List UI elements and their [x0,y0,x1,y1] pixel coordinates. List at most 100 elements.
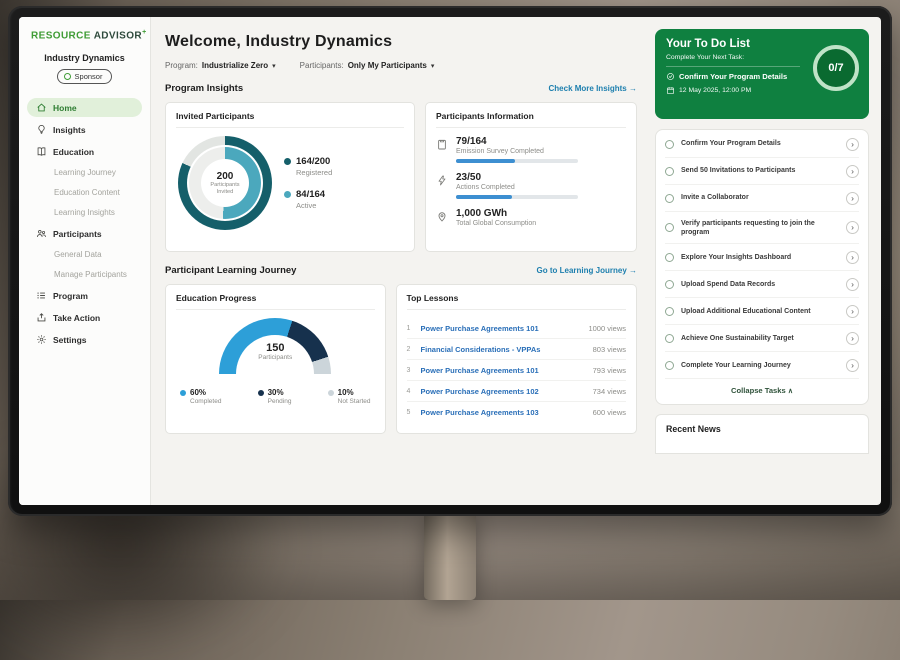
lesson-link[interactable]: Power Purchase Agreements 101 [420,323,539,333]
todo-list: Confirm Your Program Details › Send 50 Inv… [655,129,869,406]
sidebar-item-take-action[interactable]: Take Action [27,308,142,327]
sidebar-item-label: Learning Journey [54,168,116,178]
todo-item-confirm-your-program-details[interactable]: Confirm Your Program Details › [665,131,859,158]
lesson-row-1[interactable]: 1 Power Purchase Agreements 101 1000 views [406,318,626,339]
checkbox-circle-icon[interactable] [665,193,674,203]
sidebar-nav: Home Insights Education Learning Journey Edu… [27,98,142,349]
gauge-center-label: Participants [258,354,293,361]
todo-item-explore-your-insights-dashboard[interactable]: Explore Your Insights Dashboard › [665,244,859,272]
sidebar-item-general-data[interactable]: General Data [27,246,142,263]
todo-item-upload-spend-data-records[interactable]: Upload Spend Data Records › [665,271,859,299]
chevron-up-icon: ∧ [787,388,793,396]
stat-label: Actions Completed [456,184,515,191]
progress-bar [456,195,578,199]
legend-dot [284,158,291,165]
checkbox-circle-icon[interactable] [665,223,674,233]
chevron-right-icon[interactable]: › [846,358,859,372]
sidebar-item-settings[interactable]: Settings [27,330,142,349]
invited-participants-card: Invited Participants 200 Participants In… [165,102,415,252]
filter-program[interactable]: Program: Industrialize Zero ▾ [165,61,276,70]
chevron-right-icon[interactable]: › [846,250,859,264]
filter-participants[interactable]: Participants: Only My Participants ▾ [300,61,435,70]
legend-value: 164/200 [296,156,331,167]
todo-item-achieve-one-sustainability-target[interactable]: Achieve One Sustainability Target › [665,325,859,353]
lesson-row-3[interactable]: 3 Power Purchase Agreements 101 793 views [406,360,626,381]
chevron-right-icon[interactable]: › [846,277,859,291]
checkbox-circle-icon[interactable] [665,166,674,176]
sidebar-item-label: Insights [53,124,86,135]
filter-label: Participants: [299,61,344,70]
legend-value: 84/164 [296,189,326,200]
collapse-tasks-button[interactable]: Collapse Tasks ∧ [665,379,859,403]
recent-news-card: Recent News [655,414,869,455]
lesson-row-4[interactable]: 4 Power Purchase Agreements 102 734 views [406,381,626,402]
people-icon [36,228,47,239]
sponsor-badge[interactable]: Sponsor [56,69,113,85]
page-title: Welcome, Industry Dynamics [165,33,393,50]
todo-item-verify-participants-requesting-to-join-the-program[interactable]: Verify participants requesting to join t… [665,212,859,245]
sidebar: RESOURCE ADVISOR+ Industry Dynamics Spon… [19,17,151,505]
sidebar-item-label: Manage Participants [54,270,127,280]
clipboard-icon [436,138,448,151]
todo-item-invite-a-collaborator[interactable]: Invite a Collaborator › [665,185,859,212]
bulb-icon [36,124,47,135]
sidebar-item-participants[interactable]: Participants [27,224,142,243]
go-to-learning-journey-link[interactable]: Go to Learning Journey → [537,266,637,275]
chevron-right-icon[interactable]: › [846,221,859,235]
legend-dot [327,390,334,396]
checkbox-circle-icon[interactable] [665,279,674,289]
checkbox-circle-icon[interactable] [665,333,674,343]
todo-item-upload-additional-educational-content[interactable]: Upload Additional Educational Content › [665,298,859,326]
progress-bar [456,159,578,163]
chevron-right-icon[interactable]: › [846,137,859,151]
check-more-insights-link[interactable]: Check More Insights → [549,84,637,93]
card-title-invited: Invited Participants [176,111,404,128]
sidebar-item-insights[interactable]: Insights [27,120,142,139]
checkbox-circle-icon[interactable] [665,139,674,149]
checkbox-circle-icon[interactable] [665,360,674,370]
lesson-link[interactable]: Power Purchase Agreements 102 [420,386,539,396]
lessons-list: 1 Power Purchase Agreements 101 1000 views… [406,318,626,422]
chevron-right-icon[interactable]: › [846,304,859,318]
chevron-right-icon[interactable]: › [846,164,859,178]
todo-item-complete-your-learning-journey[interactable]: Complete Your Learning Journey › [665,352,859,380]
legend-dot [284,191,291,198]
chevron-right-icon[interactable]: › [846,331,859,345]
link-label: Check More Insights [548,84,627,93]
todo-item-label: Upload Additional Educational Content [681,307,811,315]
legend-value: 10% [337,388,354,397]
sidebar-item-home[interactable]: Home [27,98,142,118]
upload-icon [36,312,47,323]
sidebar-item-program[interactable]: Program [27,286,142,305]
sidebar-item-learning-journey[interactable]: Learning Journey [27,164,142,181]
lesson-link[interactable]: Financial Considerations - VPPAs [420,344,541,354]
legend-label: Active [296,201,317,210]
legend-value: 30% [267,388,284,397]
checkbox-circle-icon[interactable] [665,306,674,316]
stat-label: Emission Survey Completed [456,148,544,155]
divider [666,66,800,67]
sidebar-item-label: Program [53,290,88,301]
legend-label: Not Started [337,398,371,405]
logo-plus: + [142,29,147,36]
lesson-row-5[interactable]: 5 Power Purchase Agreements 103 600 views [407,402,626,422]
todo-item-send-50-invitations-to-participants[interactable]: Send 50 Invitations to Participants › [665,158,859,185]
sidebar-item-manage-participants[interactable]: Manage Participants [27,266,142,283]
lesson-rank: 1 [406,324,411,332]
lesson-row-2[interactable]: 2 Financial Considerations - VPPAs 803 vie… [406,339,626,360]
checkbox-circle-icon[interactable] [665,252,674,262]
filter-label: Program: [165,61,198,70]
donut-center-label: Participants Invited [210,181,240,195]
card-title-education: Education Progress [176,293,375,310]
lesson-link[interactable]: Power Purchase Agreements 103 [420,407,539,417]
sidebar-item-education-content[interactable]: Education Content [27,184,142,201]
todo-item-label: Complete Your Learning Journey [681,361,791,369]
lesson-link[interactable]: Power Purchase Agreements 101 [420,365,539,375]
sponsor-badge-label: Sponsor [74,72,103,82]
sidebar-item-learning-insights[interactable]: Learning Insights [27,204,142,221]
filter-value: Industrialize Zero [201,61,269,70]
chevron-right-icon[interactable]: › [846,191,859,205]
chevron-down-icon: ▾ [430,62,435,70]
todo-item-label: Send 50 Invitations to Participants [681,167,796,175]
sidebar-item-education[interactable]: Education [27,142,142,161]
